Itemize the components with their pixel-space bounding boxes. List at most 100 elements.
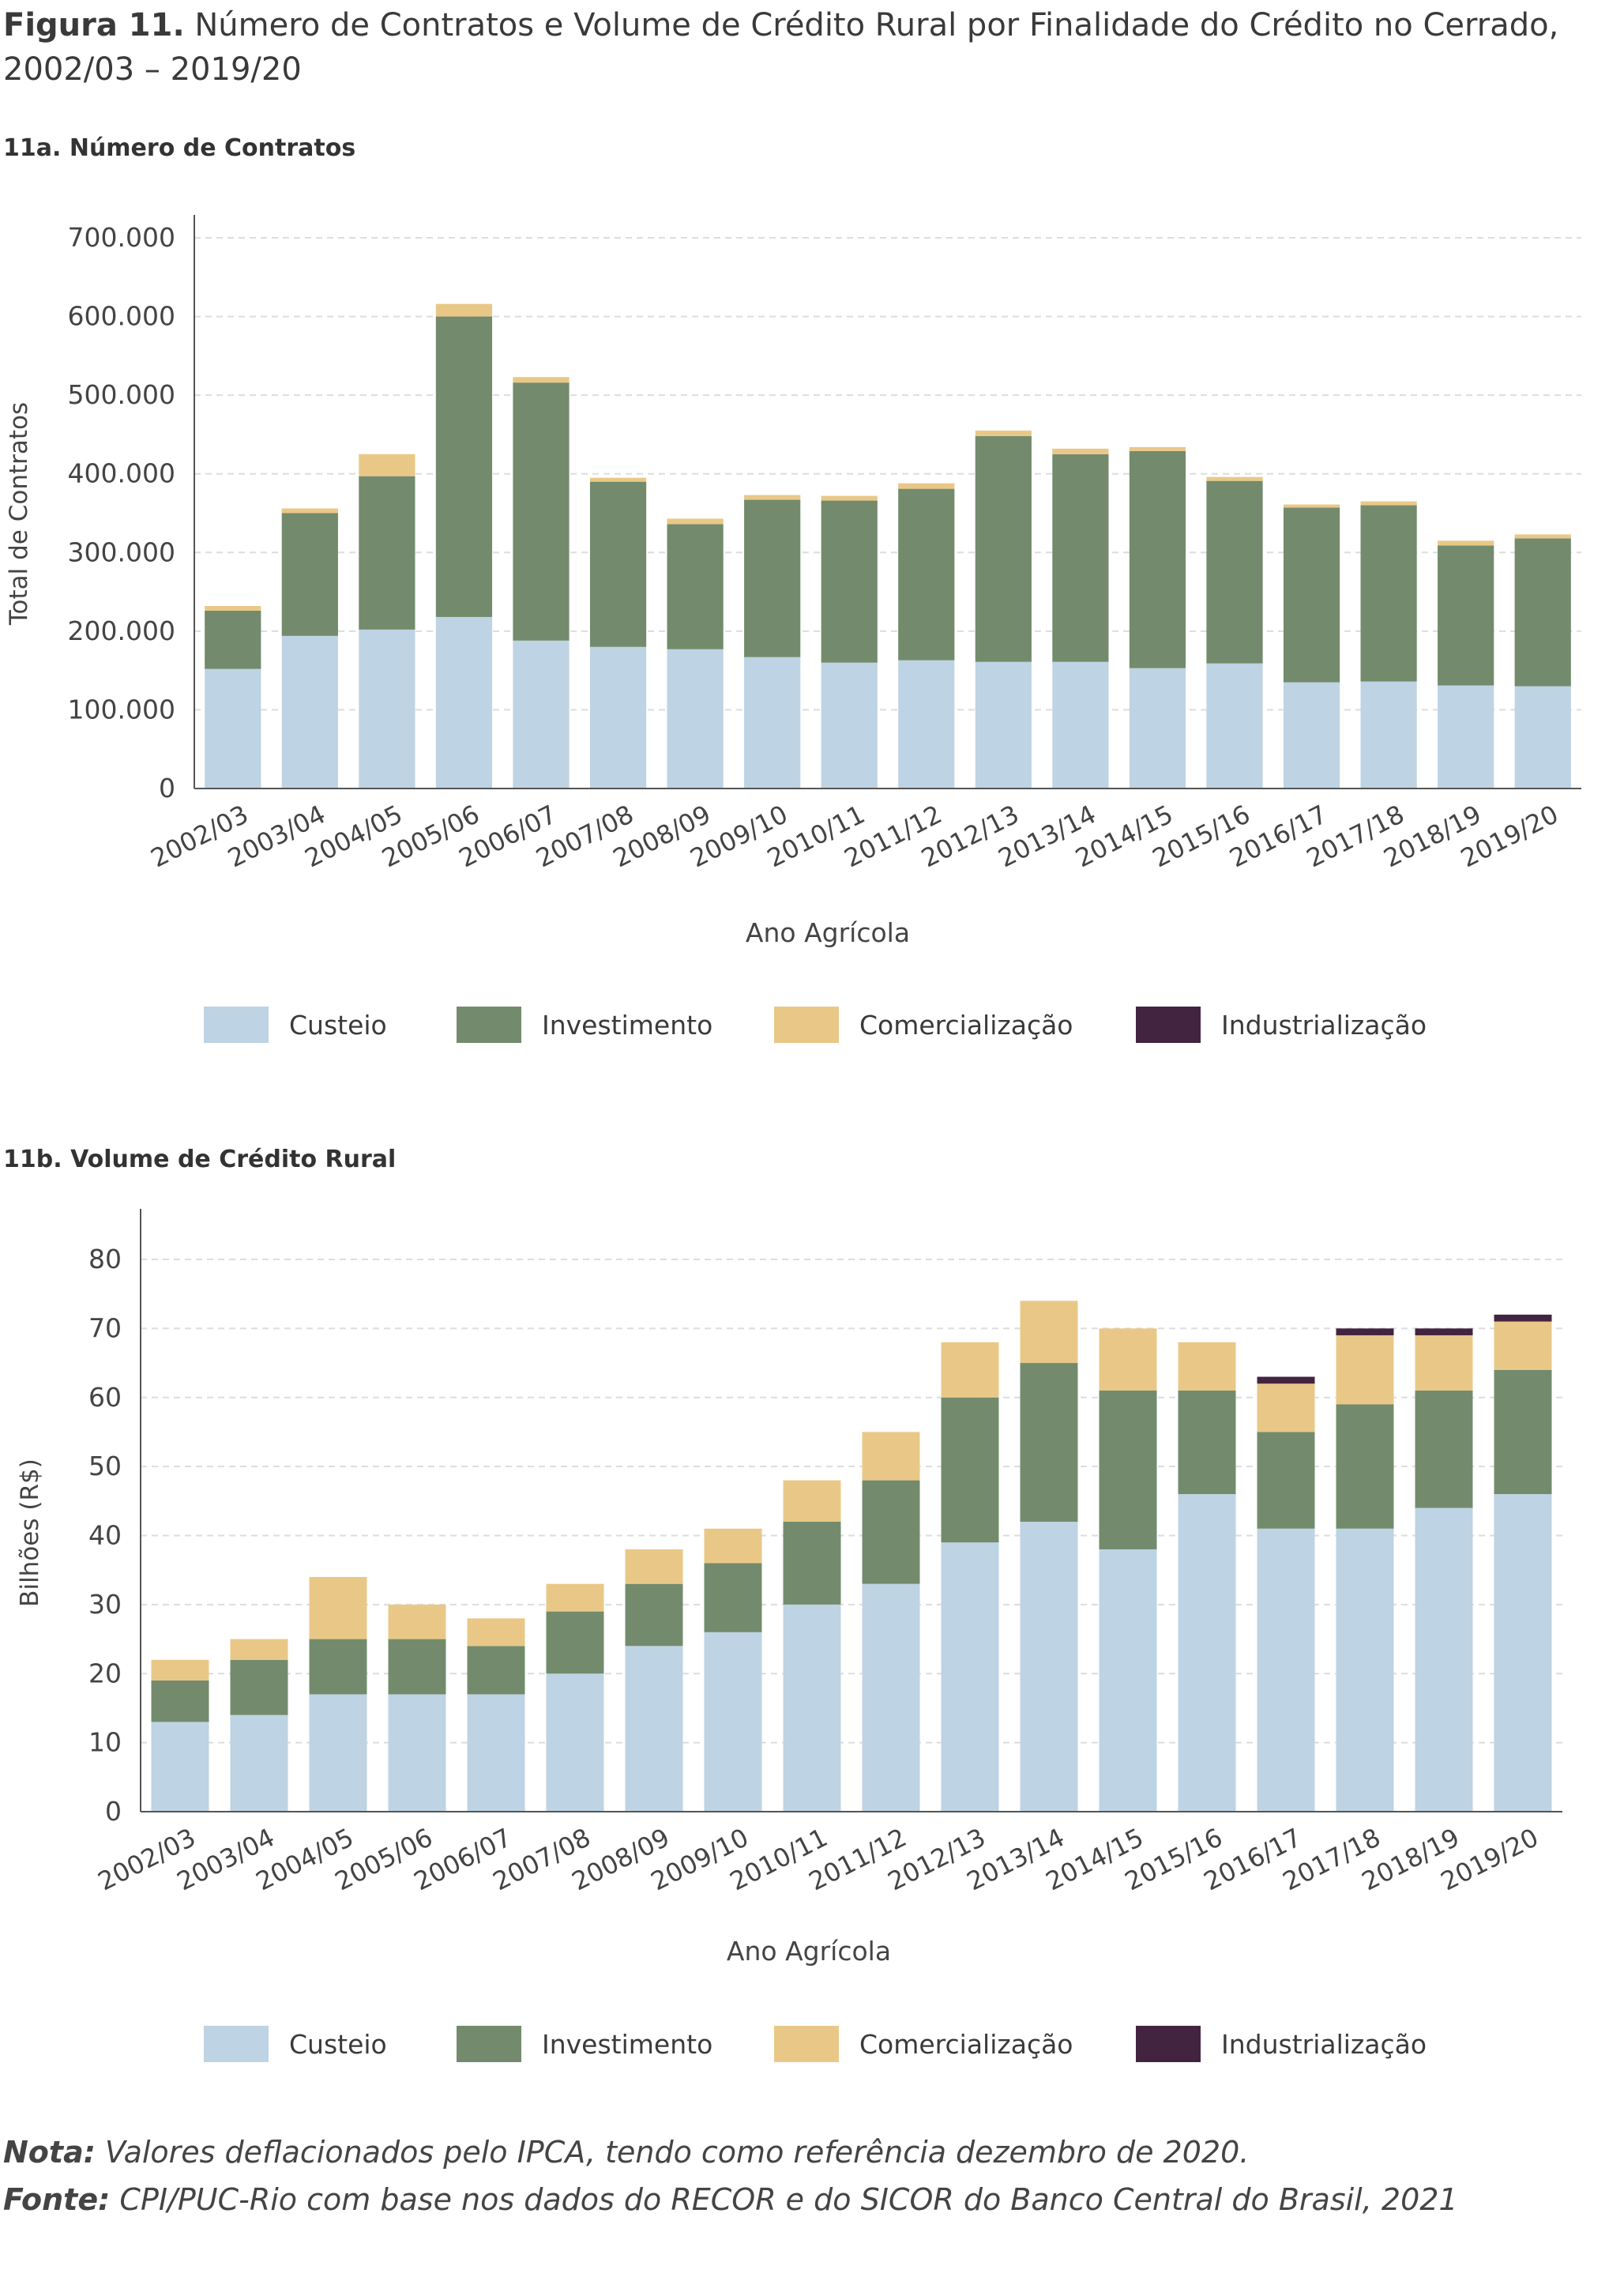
bar-comercializacao — [1415, 1335, 1473, 1391]
bar-comercializacao — [1360, 501, 1417, 506]
chart-b-y-axis-title: Bilhões (R$) — [16, 1459, 44, 1607]
bar-industrializacao — [1415, 1328, 1473, 1336]
legend-swatch-comercializacao — [774, 1007, 839, 1043]
bar-investimento — [975, 435, 1032, 662]
bar-investimento — [1099, 1391, 1157, 1549]
bar-custeio — [1206, 663, 1263, 789]
bar-investimento — [281, 513, 338, 636]
bar-custeio — [744, 657, 801, 789]
bar-comercializacao — [975, 430, 1032, 436]
bar-custeio — [1052, 661, 1109, 789]
bar-industrializacao — [1336, 1328, 1394, 1336]
bar-custeio — [1129, 668, 1186, 789]
bar-custeio — [230, 1714, 288, 1812]
y-tick-label: 200.000 — [68, 615, 175, 646]
legend-label-custeio: Custeio — [289, 2028, 387, 2060]
legend-label-comercializacao: Comercialização — [859, 1009, 1073, 1041]
bar-custeio — [467, 1694, 525, 1812]
bar-custeio — [513, 640, 570, 789]
bar-comercializacao — [546, 1583, 604, 1612]
legend-label-custeio: Custeio — [289, 1009, 387, 1041]
bar-investimento — [1283, 507, 1340, 683]
bar-custeio — [783, 1604, 841, 1812]
bar-investimento — [1438, 545, 1494, 686]
bar-investimento — [941, 1397, 999, 1543]
bar-comercializacao — [359, 454, 415, 476]
bar-custeio — [309, 1694, 367, 1812]
bar-investimento — [704, 1563, 762, 1632]
figure-title-text: Número de Contratos e Volume de Crédito … — [3, 7, 1559, 88]
legend-item-investimento: Investimento — [457, 2024, 712, 2064]
bar-custeio — [359, 629, 415, 789]
bar-investimento — [1129, 450, 1186, 668]
bar-investimento — [1360, 505, 1417, 682]
bar-comercializacao — [1129, 446, 1186, 451]
bar-custeio — [1178, 1494, 1236, 1812]
bar-custeio — [435, 616, 493, 789]
bar-investimento — [1514, 538, 1571, 687]
nota-label: Nota: — [3, 2135, 96, 2170]
bar-custeio — [667, 649, 724, 789]
legend-swatch-investimento — [457, 1007, 521, 1043]
bar-investimento — [667, 524, 724, 649]
bar-custeio — [388, 1694, 446, 1812]
legend-label-investimento: Investimento — [542, 1009, 713, 1041]
legend-swatch-industrializacao — [1136, 2026, 1201, 2062]
bar-custeio — [862, 1583, 920, 1812]
figure-title: Figura 11. Número de Contratos e Volume … — [3, 3, 1615, 92]
bar-investimento — [589, 481, 647, 647]
y-tick-label: 20 — [88, 1658, 122, 1688]
bar-comercializacao — [435, 303, 493, 317]
chart-a-title: 11a. Número de Contratos — [3, 134, 356, 162]
bar-comercializacao — [941, 1342, 999, 1398]
chart-b-svg: 010203040506070802002/032003/042004/0520… — [16, 1209, 1562, 1967]
y-tick-label: 600.000 — [68, 301, 175, 332]
y-tick-label: 700.000 — [68, 222, 175, 253]
bar-comercializacao — [744, 495, 801, 500]
legend-label-comercializacao: Comercialização — [859, 2028, 1073, 2060]
legend-swatch-investimento — [457, 2026, 521, 2062]
bar-investimento — [1206, 480, 1263, 664]
chart-b-legend: Custeio Investimento Comercialização Ind… — [0, 2024, 1624, 2064]
bar-investimento — [205, 610, 261, 669]
legend-item-industrializacao: Industrialização — [1136, 1005, 1427, 1044]
y-tick-label: 70 — [88, 1312, 122, 1343]
bar-comercializacao — [1283, 504, 1340, 508]
chart-a-x-axis-title: Ano Agrícola — [746, 917, 910, 948]
bar-investimento — [388, 1639, 446, 1695]
chart-a-y-axis-title: Total de Contratos — [5, 402, 33, 626]
bar-custeio — [1415, 1507, 1473, 1812]
legend-swatch-industrializacao — [1136, 1007, 1201, 1043]
bar-comercializacao — [151, 1659, 209, 1681]
bar-investimento — [1415, 1391, 1473, 1508]
y-tick-label: 10 — [88, 1727, 122, 1758]
y-tick-label: 400.000 — [68, 458, 175, 489]
bar-comercializacao — [898, 483, 955, 489]
chart-a: 0 100.000 200.000 300.000 400.000 500.000 600.… — [0, 205, 1624, 964]
bar-custeio — [1020, 1522, 1078, 1812]
bar-comercializacao — [1336, 1335, 1394, 1405]
bar-custeio — [589, 646, 647, 789]
bar-comercializacao — [704, 1528, 762, 1564]
bar-industrializacao — [1257, 1376, 1315, 1384]
chart-a-svg: 0 100.000 200.000 300.000 400.000 500.000 600.… — [5, 215, 1581, 948]
y-tick-label: 500.000 — [68, 379, 175, 410]
bar-custeio — [941, 1542, 999, 1812]
bar-comercializacao — [1206, 476, 1263, 481]
bar-custeio — [205, 668, 261, 789]
bar-investimento — [1336, 1404, 1394, 1529]
legend-item-investimento: Investimento — [457, 1005, 712, 1044]
bar-investimento — [151, 1680, 209, 1722]
chart-a-legend: Custeio Investimento Comercialização Ind… — [0, 1005, 1624, 1044]
bar-investimento — [744, 499, 801, 657]
bar-investimento — [1494, 1369, 1552, 1495]
bar-investimento — [862, 1480, 920, 1584]
y-tick-label: 60 — [88, 1382, 122, 1413]
y-tick-label: 0 — [159, 773, 175, 804]
bar-custeio — [1514, 686, 1571, 789]
legend-swatch-comercializacao — [774, 2026, 839, 2062]
legend-label-investimento: Investimento — [542, 2028, 713, 2060]
bar-comercializacao — [467, 1618, 525, 1647]
y-tick-label: 100.000 — [68, 694, 175, 725]
bar-comercializacao — [309, 1576, 367, 1639]
